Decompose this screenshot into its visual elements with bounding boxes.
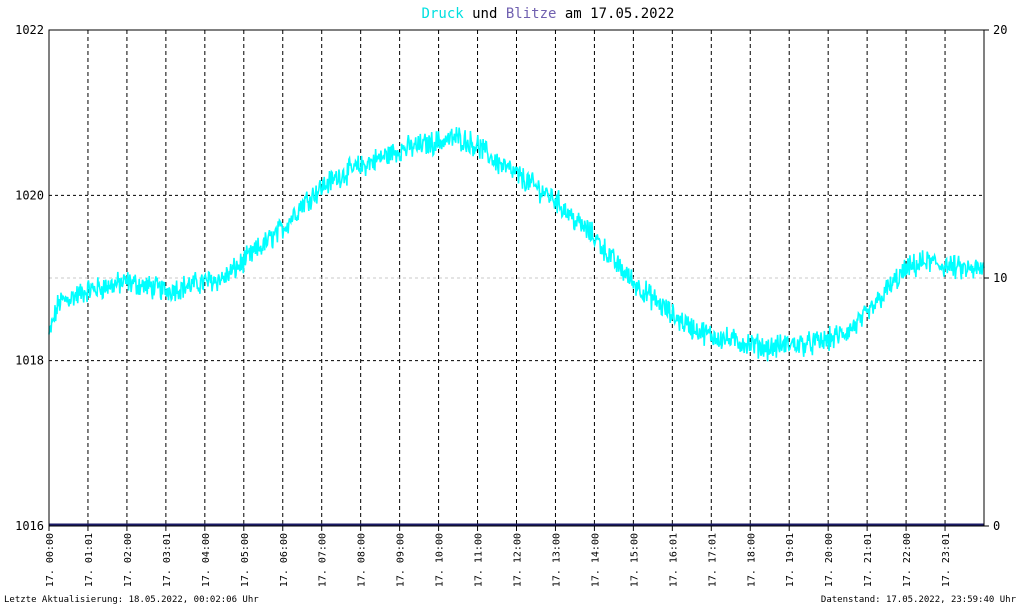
x-tick-label: 17. 15:00 — [629, 533, 640, 587]
x-tick-label: 17. 12:00 — [513, 533, 524, 587]
x-tick-label: 17. 18:00 — [746, 533, 757, 587]
x-tick-label: 17. 01:01 — [84, 533, 95, 587]
tick-labels: 17. 00:00 17. 01:01 17. 02:00 17. 03:01 17. … — [15, 23, 1007, 587]
y-right-tick-label: 20 — [993, 23, 1007, 37]
x-tick-label: 17. 13:00 — [551, 533, 562, 587]
x-tick-label: 17. 05:00 — [240, 533, 251, 587]
x-tick-label: 17. 14:00 — [590, 533, 601, 587]
x-tick-label: 17. 09:00 — [396, 533, 407, 587]
chart-title: Druck und Blitze am 17.05.2022 — [422, 6, 675, 22]
x-tick-label: 17. 21:01 — [863, 533, 874, 587]
title-date: am 17.05.2022 — [556, 6, 674, 22]
x-tick-label: 17. 20:00 — [824, 533, 835, 587]
series-druck-line — [48, 127, 985, 362]
x-tick-label: 17. 23:01 — [941, 533, 952, 587]
grid — [49, 30, 984, 526]
title-und: und — [464, 6, 506, 22]
x-tick-label: 17. 03:01 — [162, 533, 173, 587]
footer-left: Letzte Aktualisierung: 18.05.2022, 00:02… — [4, 595, 259, 605]
x-tick-label: 17. 22:00 — [902, 533, 913, 587]
x-tick-label: 17. 07:00 — [318, 533, 329, 587]
x-tick-label: 17. 17:01 — [707, 533, 718, 587]
x-tick-label: 17. 06:00 — [279, 533, 290, 587]
x-tick-label: 17. 19:01 — [785, 533, 796, 587]
y-right-tick-label: 0 — [993, 519, 1000, 533]
title-druck: Druck — [422, 6, 465, 22]
x-tick-label: 17. 00:00 — [45, 533, 56, 587]
x-tick-label: 17. 16:01 — [668, 533, 679, 587]
footer-right: Datenstand: 17.05.2022, 23:59:40 Uhr — [821, 595, 1017, 605]
x-tick-label: 17. 02:00 — [123, 533, 134, 587]
series-layer — [48, 127, 985, 527]
y-left-tick-label: 1022 — [15, 23, 44, 37]
x-tick-label: 17. 08:00 — [357, 533, 368, 587]
title-blitze: Blitze — [506, 6, 557, 22]
x-tick-label: 17. 04:00 — [201, 533, 212, 587]
y-left-tick-label: 1018 — [15, 354, 44, 368]
x-tick-label: 17. 11:00 — [474, 533, 485, 587]
y-left-tick-label: 1016 — [15, 519, 44, 533]
y-left-tick-label: 1020 — [15, 188, 44, 202]
x-tick-label: 17. 10:00 — [435, 533, 446, 587]
y-right-tick-label: 10 — [993, 271, 1007, 285]
